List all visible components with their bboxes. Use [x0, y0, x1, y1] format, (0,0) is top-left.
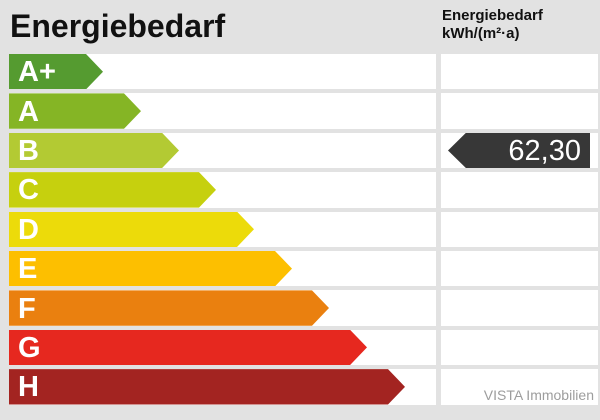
energy-class-label-f: F — [18, 292, 36, 325]
value-cell-d — [441, 211, 598, 247]
energy-class-arrow-c: C — [9, 172, 216, 207]
value-axis-header: Energiebedarf kWh/(m²·a) — [442, 7, 543, 43]
scale-row-b: B — [9, 132, 436, 169]
scale-row-h: H — [9, 369, 436, 405]
energy-class-label-c: C — [18, 174, 39, 207]
scale-row-e: E — [9, 250, 436, 287]
value-axis-header-line2: kWh/(m²·a) — [442, 25, 520, 42]
page-title: Energiebedarf — [10, 8, 226, 44]
scale-row-a: A — [9, 93, 436, 129]
value-cell-e — [441, 250, 598, 287]
scale-row-c: C — [9, 172, 436, 208]
scale-row-a-plus: A+ — [9, 54, 436, 90]
energy-class-label-e: E — [18, 253, 38, 286]
energy-class-arrow-a-plus: A+ — [9, 54, 103, 89]
energy-class-arrow-f: F — [9, 290, 329, 325]
value-cell-h: VISTA Immobilien — [441, 369, 598, 405]
scale-row-g: G — [9, 329, 436, 366]
value-cell-g — [441, 329, 598, 366]
value-cell-c — [441, 172, 598, 208]
value-cell-b: 62,30 — [441, 132, 598, 169]
energy-class-label-g: G — [18, 331, 41, 364]
value-cell-f — [441, 290, 598, 326]
value-axis-header-line1: Energiebedarf — [442, 7, 543, 24]
energy-class-label-a: A — [18, 95, 39, 128]
energy-class-arrow-b: B — [9, 133, 179, 168]
energy-class-arrow-a: A — [9, 93, 141, 128]
value-marker-text: 62,30 — [508, 134, 581, 167]
energy-class-label-b: B — [18, 134, 39, 167]
energy-class-arrow-e: E — [9, 251, 292, 286]
value-column: 62,30 VISTA Immobilien — [441, 54, 598, 405]
scale-row-d: D — [9, 211, 436, 247]
scale-row-f: F — [9, 290, 436, 326]
watermark-text: VISTA Immobilien — [483, 386, 594, 403]
energy-class-scale: A+ A B C D E F G H — [9, 54, 436, 405]
energy-class-arrow-h: H — [9, 369, 405, 404]
energy-class-arrow-d: D — [9, 212, 254, 247]
energy-class-label-d: D — [18, 213, 39, 246]
value-cell-a — [441, 93, 598, 129]
energy-class-arrow-g: G — [9, 330, 367, 365]
energy-class-label-a-plus: A+ — [18, 56, 56, 89]
value-cell-a-plus — [441, 54, 598, 90]
energy-class-label-h: H — [18, 371, 39, 404]
value-marker-arrow: 62,30 — [448, 132, 590, 169]
